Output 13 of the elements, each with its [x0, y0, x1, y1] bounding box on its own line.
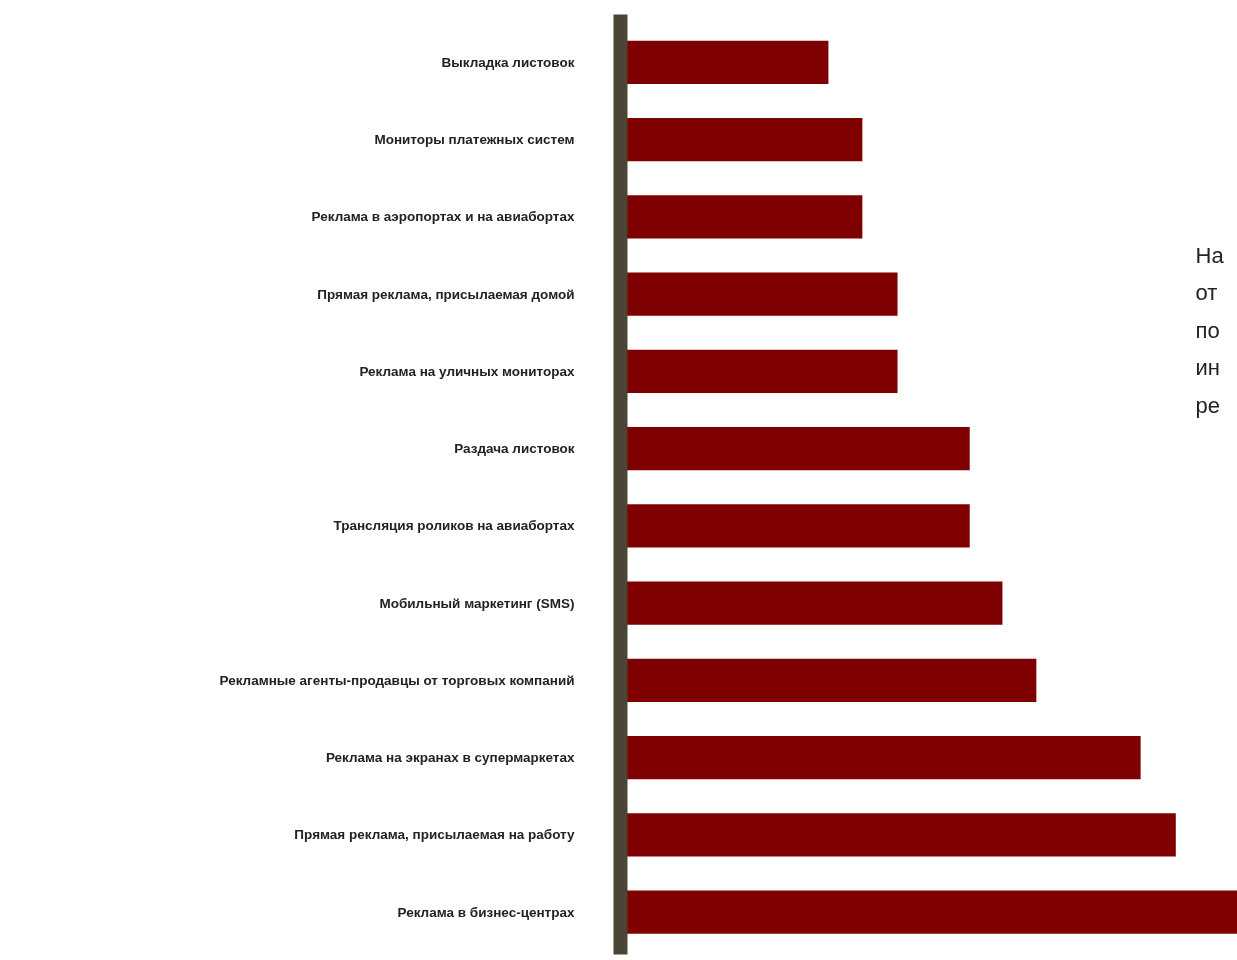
y-tick-label: Прямая реклама, присылаемая на работу	[294, 827, 575, 843]
y-tick-label: Рекламные агенты-продавцы от торговых компаний	[219, 672, 575, 688]
y-tick-label: Трансляция роликов на авиабортах	[333, 518, 575, 534]
y-tick-label: Раздача листовок	[454, 441, 575, 457]
y-tick-label: Реклама на экранах в супермаркетах	[325, 750, 575, 766]
y-tick-label: Прямая реклама, присылаемая домой	[317, 286, 575, 302]
y-tick-label: Выкладка листовок	[441, 54, 575, 70]
annotation: На от по ин ре	[1195, 242, 1225, 418]
y-tick-label: Мобильный маркетинг (SMS)	[379, 595, 575, 611]
y-tick-label: Мониторы платежных систем	[374, 132, 575, 148]
y-tick-label: Реклама на уличных мониторах	[359, 363, 575, 379]
y-tick-label: Реклама в бизнес-центрах	[397, 904, 575, 920]
y-tick-label: Реклама в аэропортах и на авиабортах	[311, 209, 575, 225]
